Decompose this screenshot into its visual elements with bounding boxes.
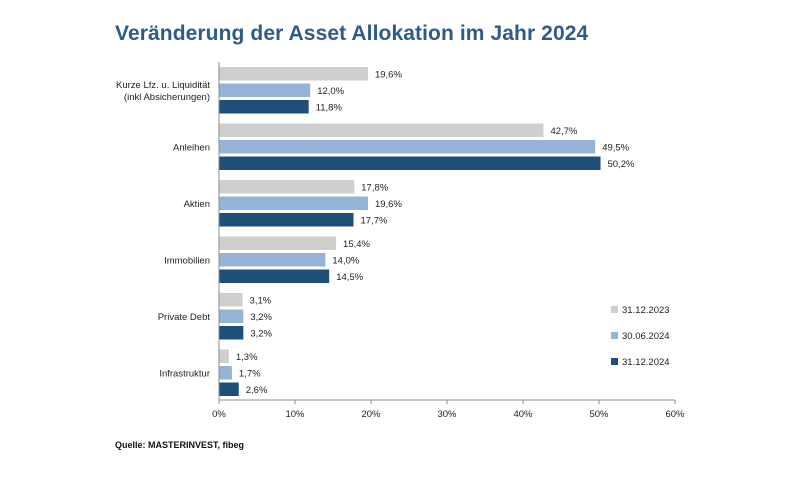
category-label: (inkl Absicherungen) (124, 92, 210, 103)
bar-31.12.2023-3 (219, 236, 337, 250)
bar-31.12.2023-2 (219, 180, 355, 194)
bar-31.12.2023-4 (219, 293, 243, 307)
data-label: 2,6% (246, 385, 268, 396)
legend-swatch (611, 358, 618, 365)
legend-swatch (611, 332, 618, 339)
legend-swatch (611, 306, 618, 313)
category-label: Anleihen (173, 142, 210, 153)
data-label: 12,0% (317, 86, 344, 97)
x-tick-label: 0% (212, 409, 226, 420)
source-note: Quelle: MASTERINVEST, fibeg (115, 440, 245, 450)
data-label: 49,5% (602, 142, 629, 153)
x-tick-label: 10% (285, 409, 305, 420)
data-label: 3,2% (250, 312, 272, 323)
data-label: 1,3% (236, 352, 258, 363)
data-label: 14,5% (336, 272, 363, 283)
bar-30.06.2024-2 (219, 196, 368, 210)
bar-30.06.2024-3 (219, 253, 326, 267)
legend-label: 31.12.2023 (622, 305, 670, 316)
x-tick-label: 60% (665, 409, 685, 420)
bar-31.12.2024-1 (219, 156, 601, 170)
category-label: Infrastruktur (159, 368, 210, 379)
bar-30.06.2024-0 (219, 83, 311, 97)
bar-30.06.2024-4 (219, 309, 244, 323)
bar-31.12.2023-0 (219, 67, 368, 81)
category-label: Aktien (184, 199, 210, 210)
x-tick-label: 20% (361, 409, 381, 420)
data-label: 1,7% (239, 368, 261, 379)
bar-31.12.2024-2 (219, 213, 354, 227)
data-label: 42,7% (551, 126, 578, 137)
x-tick-label: 30% (437, 409, 457, 420)
data-label: 14,0% (332, 255, 359, 266)
data-label: 3,1% (250, 295, 272, 306)
bar-31.12.2024-5 (219, 382, 239, 396)
chart-title: Veränderung der Asset Allokation im Jahr… (115, 22, 589, 45)
data-label: 19,6% (375, 69, 402, 80)
data-label: 17,7% (361, 215, 388, 226)
data-label: 50,2% (608, 159, 635, 170)
bar-31.12.2024-4 (219, 326, 244, 340)
data-label: 17,8% (361, 182, 388, 193)
x-tick-label: 50% (589, 409, 609, 420)
legend-label: 31.12.2024 (622, 357, 670, 368)
bar-31.12.2024-0 (219, 100, 309, 114)
bar-31.12.2024-3 (219, 269, 330, 283)
data-label: 19,6% (375, 199, 402, 210)
bar-30.06.2024-1 (219, 140, 596, 154)
bar-31.12.2023-1 (219, 123, 544, 137)
data-label: 15,4% (343, 239, 370, 250)
category-label: Kurze Lfz. u. Liquidität (116, 80, 210, 91)
data-label: 11,8% (316, 102, 343, 113)
x-tick-label: 40% (513, 409, 533, 420)
data-label: 3,2% (250, 328, 272, 339)
category-label: Immobilien (164, 255, 210, 266)
bar-31.12.2023-5 (219, 349, 229, 363)
bar-30.06.2024-5 (219, 366, 232, 380)
category-label: Private Debt (158, 312, 211, 323)
legend-label: 30.06.2024 (622, 331, 670, 342)
